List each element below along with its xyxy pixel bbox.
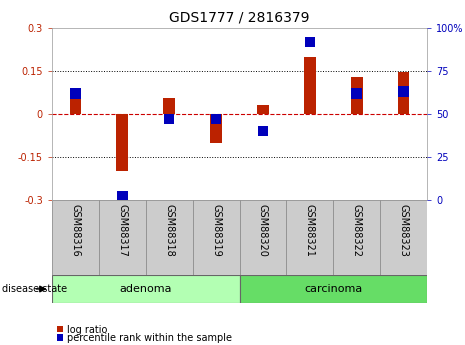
Text: percentile rank within the sample: percentile rank within the sample (67, 334, 232, 343)
Title: GDS1777 / 2816379: GDS1777 / 2816379 (169, 10, 310, 24)
Bar (52, 200, 99, 275)
Bar (52, 275, 239, 303)
FancyArrowPatch shape (36, 286, 46, 292)
Bar (99, 200, 146, 275)
Bar (399, 87, 409, 97)
Text: GSM88321: GSM88321 (305, 204, 315, 257)
Bar (193, 200, 239, 275)
Bar (57, 326, 63, 332)
Bar (70, 91, 81, 114)
Bar (164, 114, 174, 124)
Bar (210, 114, 222, 143)
Text: disease state: disease state (2, 284, 67, 294)
Text: GSM88319: GSM88319 (211, 204, 221, 256)
Text: GSM88318: GSM88318 (164, 204, 174, 256)
Bar (163, 98, 175, 114)
Bar (146, 200, 193, 275)
Bar (304, 57, 316, 114)
Text: GSM88322: GSM88322 (352, 204, 362, 257)
Bar (257, 106, 269, 114)
Bar (258, 126, 268, 136)
Bar (57, 334, 63, 341)
Text: GSM88316: GSM88316 (70, 204, 80, 256)
Bar (333, 200, 380, 275)
Bar (286, 200, 333, 275)
Bar (239, 200, 286, 275)
Text: GSM88323: GSM88323 (399, 204, 409, 257)
Bar (351, 77, 363, 114)
Bar (305, 37, 315, 47)
Text: adenoma: adenoma (120, 284, 172, 294)
Text: log ratio: log ratio (67, 325, 108, 335)
Bar (239, 275, 427, 303)
Text: GSM88320: GSM88320 (258, 204, 268, 257)
Bar (398, 72, 409, 114)
Bar (380, 200, 427, 275)
Bar (116, 114, 128, 171)
Bar (352, 88, 362, 99)
Bar (211, 114, 221, 124)
Text: GSM88317: GSM88317 (117, 204, 127, 257)
Bar (70, 88, 81, 99)
Bar (117, 191, 127, 202)
Text: carcinoma: carcinoma (304, 284, 362, 294)
